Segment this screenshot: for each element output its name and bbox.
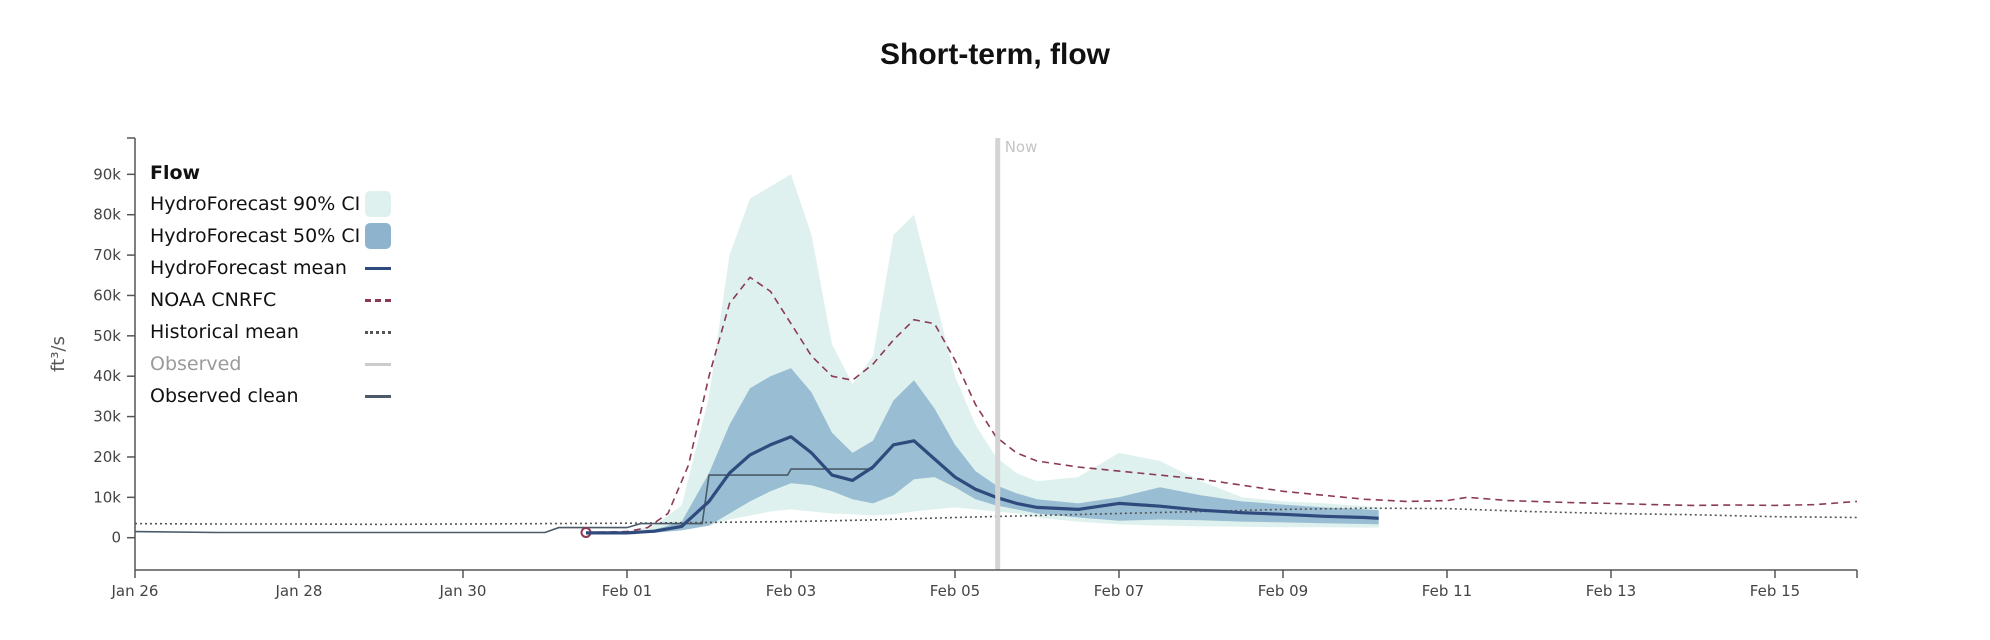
legend-item[interactable]: HydroForecast 90% CI <box>138 188 403 220</box>
x-tick-label: Feb 09 <box>1258 582 1308 600</box>
x-tick-label: Feb 01 <box>602 582 652 600</box>
y-tick-label: 10k <box>93 488 121 506</box>
x-tick-label: Feb 11 <box>1422 582 1472 600</box>
series-band-50ci <box>586 368 1379 534</box>
legend-swatch-line <box>365 266 391 270</box>
legend-item[interactable]: NOAA CNRFC <box>138 284 403 316</box>
y-tick-label: 70k <box>93 246 121 264</box>
y-tick-label: 20k <box>93 448 121 466</box>
x-tick-label: Feb 13 <box>1586 582 1636 600</box>
y-tick-label: 0 <box>111 529 121 547</box>
y-tick-label: 60k <box>93 286 121 304</box>
legend-swatch-line <box>365 330 391 334</box>
y-tick-label: 50k <box>93 327 121 345</box>
legend-item-label: Historical mean <box>150 321 299 343</box>
y-axis-label: ft³/s <box>48 336 69 372</box>
legend-item[interactable]: Observed <box>138 348 403 380</box>
y-tick-label: 30k <box>93 408 121 426</box>
legend-item[interactable]: HydroForecast 50% CI <box>138 220 403 252</box>
series-line-hydroforecast-mean <box>586 435 1379 535</box>
legend-item[interactable]: Observed clean <box>138 380 403 412</box>
x-tick-label: Jan 26 <box>111 582 159 600</box>
legend: Flow HydroForecast 90% CI HydroForecast 5… <box>138 152 403 412</box>
x-tick-label: Feb 15 <box>1750 582 1800 600</box>
x-tick-label: Jan 30 <box>439 582 487 600</box>
legend-swatch-50ci <box>365 223 391 249</box>
legend-item[interactable]: Historical mean <box>138 316 403 348</box>
x-tick-label: Feb 03 <box>766 582 816 600</box>
legend-item[interactable]: HydroForecast mean <box>138 252 403 284</box>
legend-swatch-90ci <box>365 191 391 217</box>
legend-item-label: NOAA CNRFC <box>150 289 277 311</box>
legend-title: Flow <box>150 162 201 184</box>
legend-item-label: HydroForecast 50% CI <box>150 225 361 247</box>
legend-swatch-line <box>365 362 391 366</box>
now-label: Now <box>1005 138 1038 156</box>
x-tick-label: Feb 07 <box>1094 582 1144 600</box>
series-line-observed-clean <box>134 468 873 534</box>
x-tick-label: Jan 28 <box>275 582 323 600</box>
legend-item-label: HydroForecast mean <box>150 257 347 279</box>
x-tick-label: Feb 05 <box>930 582 980 600</box>
legend-item-label: Observed <box>150 353 242 375</box>
legend-swatch-line <box>365 298 391 302</box>
chart-title: Short-term, flow <box>880 38 1110 71</box>
legend-item-label: Observed clean <box>150 385 299 407</box>
legend-item-label: HydroForecast 90% CI <box>150 193 361 215</box>
y-tick-label: 80k <box>93 206 121 224</box>
y-tick-label: 90k <box>93 165 121 183</box>
y-tick-label: 40k <box>93 367 121 385</box>
legend-swatch-line <box>365 394 391 398</box>
